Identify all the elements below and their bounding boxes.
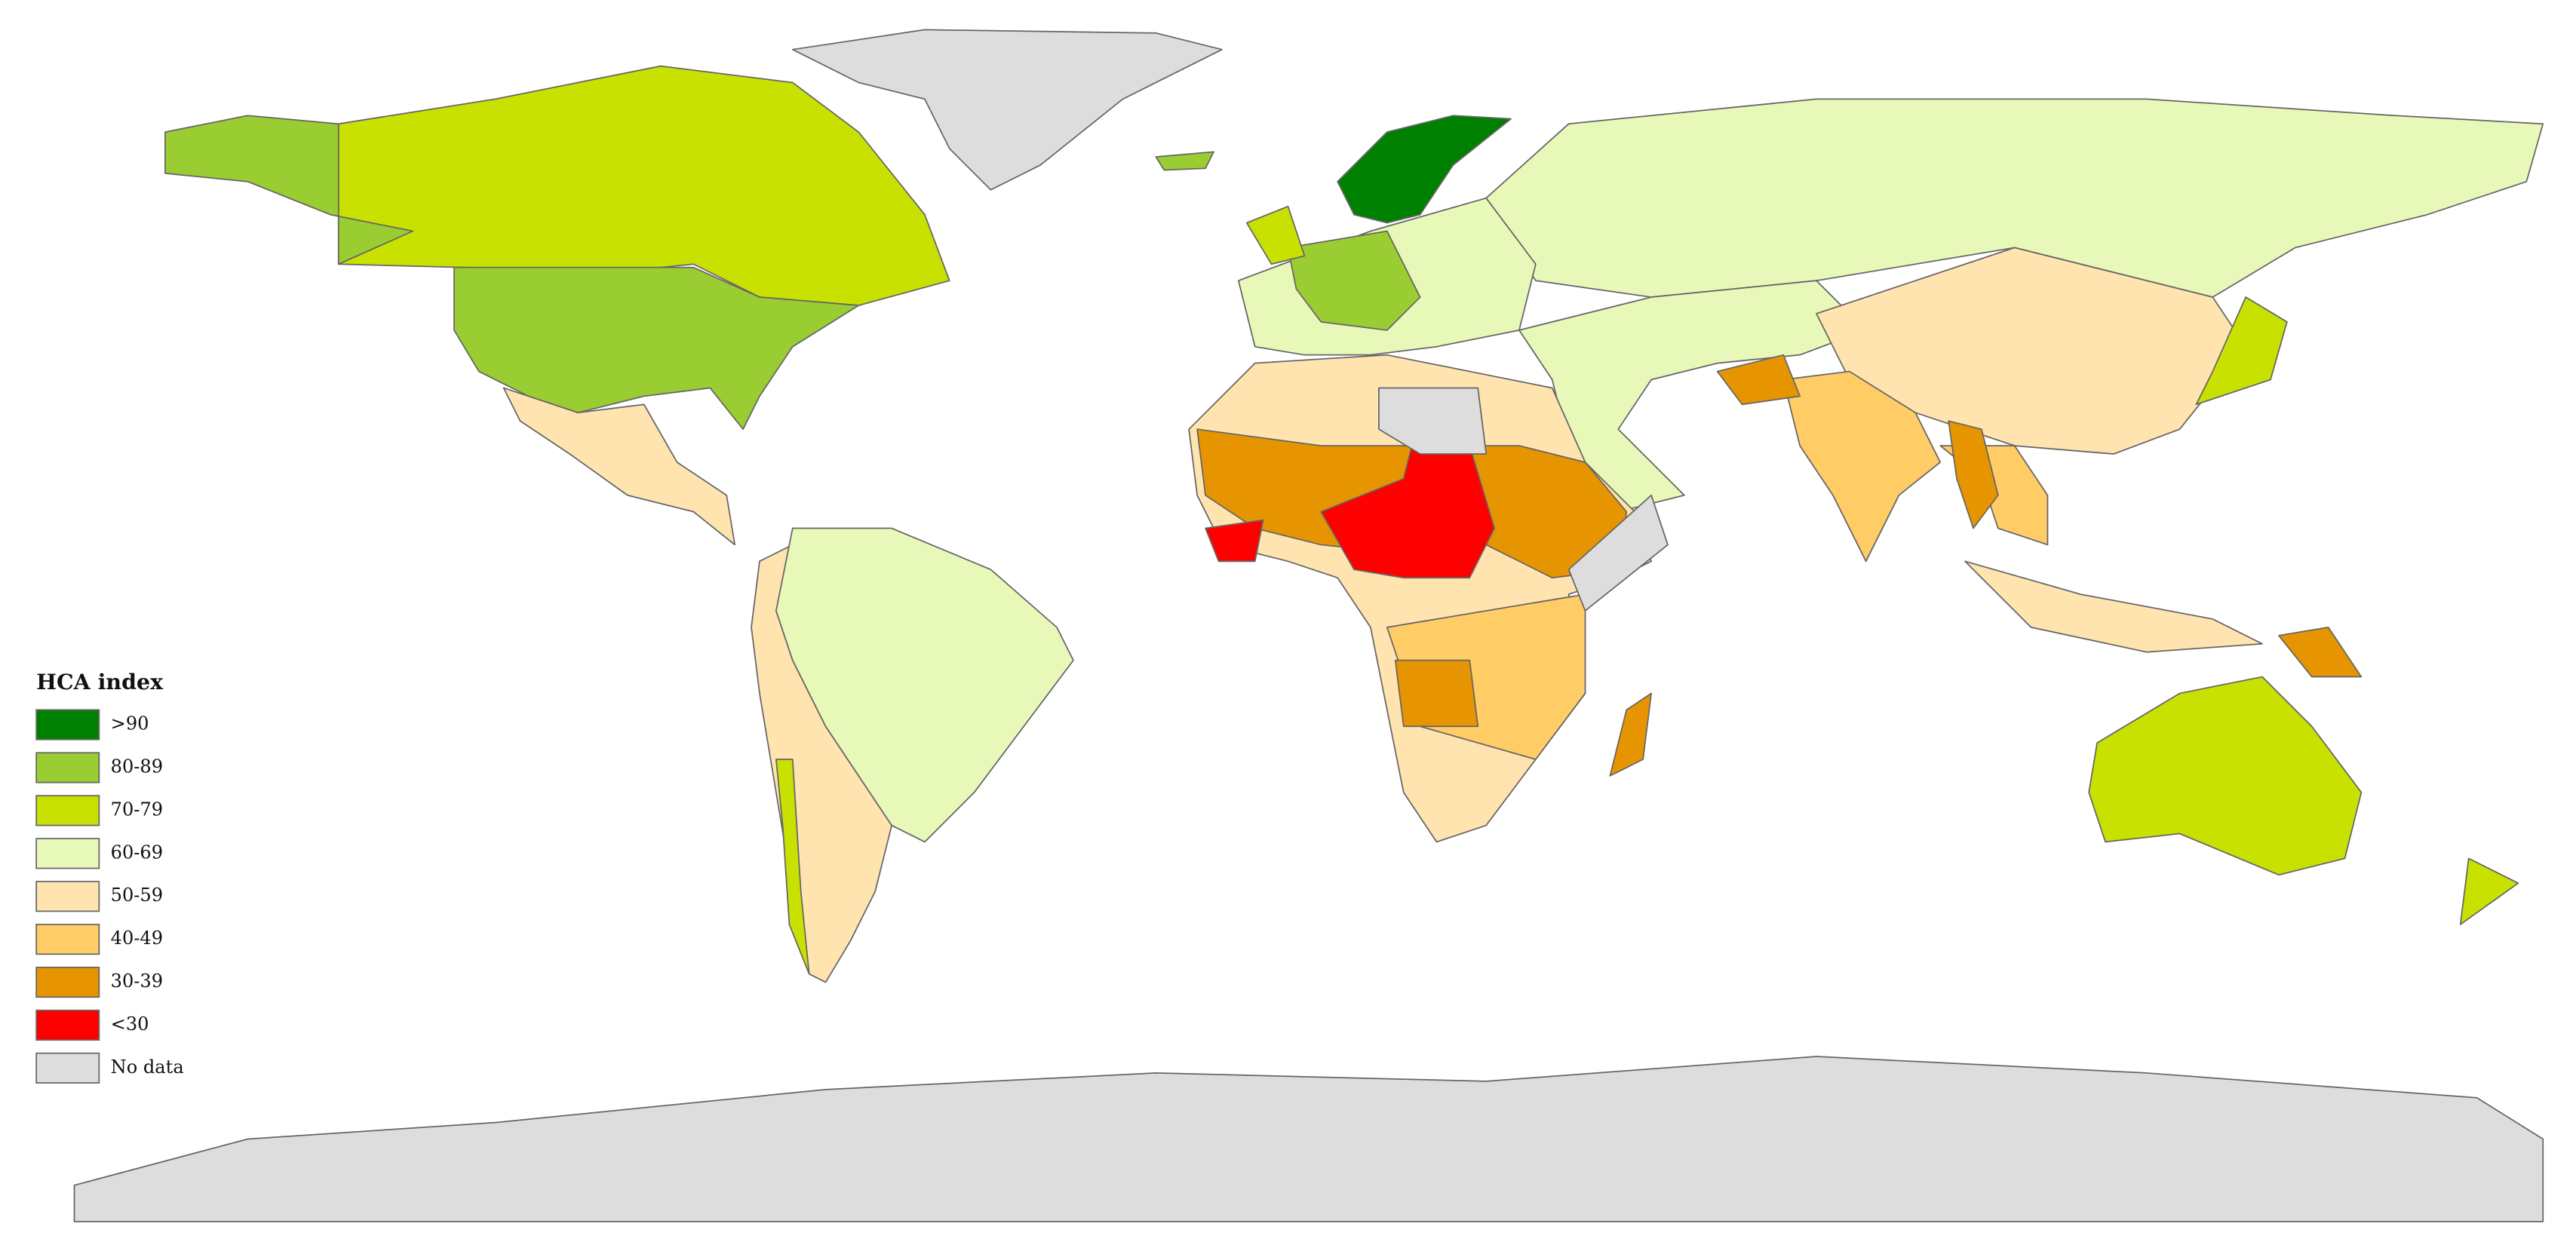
libya [1378, 387, 1488, 455]
antarctica [73, 1056, 2544, 1222]
myanmar [1948, 420, 1999, 529]
alaska [164, 115, 414, 265]
legend-swatch [35, 966, 100, 998]
scandinavia [1337, 115, 1512, 224]
legend-label: 60-69 [111, 842, 163, 863]
iceland [1155, 151, 1214, 171]
legend: HCA index >90 80-89 70-79 60-69 50-59 40-49 30… [35, 669, 184, 1084]
australia [2088, 676, 2363, 876]
brazil [775, 527, 1074, 843]
legend-swatch [35, 924, 100, 955]
legend-label: 40-49 [111, 928, 163, 949]
guinea [1205, 519, 1264, 563]
somalia [1567, 494, 1669, 612]
afghanistan [1716, 354, 1801, 406]
legend-swatch [35, 1052, 100, 1084]
russia [1485, 98, 2544, 298]
central-america [502, 387, 736, 546]
legend-swatch [35, 795, 100, 826]
uk [1245, 205, 1306, 265]
legend-label: >90 [111, 713, 149, 734]
new-zealand [2459, 857, 2519, 925]
usa [453, 266, 860, 431]
legend-label: 70-79 [111, 799, 163, 820]
western-europe [1287, 230, 1421, 331]
legend-label: <30 [111, 1013, 149, 1035]
legend-swatch [35, 881, 100, 912]
legend-swatch [35, 709, 100, 741]
legend-swatch [35, 838, 100, 869]
legend-swatch [35, 752, 100, 783]
legend-swatch [35, 1009, 100, 1041]
chile [775, 759, 810, 975]
angola [1394, 659, 1479, 728]
madagascar [1609, 692, 1652, 777]
india [1782, 370, 1942, 563]
papua-new-guinea [2278, 627, 2363, 678]
legend-label: 30-39 [111, 970, 163, 992]
countries [73, 29, 2544, 1222]
indonesia [1964, 560, 2263, 653]
greenland [791, 29, 1223, 191]
japan [2195, 296, 2288, 406]
legend-title: HCA index [36, 669, 164, 695]
legend-label: 80-89 [111, 756, 163, 777]
legend-label: 50-59 [111, 885, 163, 906]
legend-label: No data [111, 1056, 184, 1078]
